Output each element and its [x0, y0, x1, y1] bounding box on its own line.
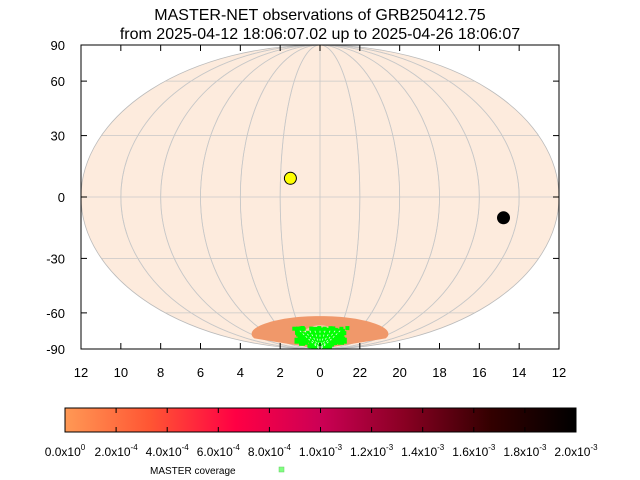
- coverage-field: [312, 343, 317, 348]
- coverage-field: [295, 331, 300, 335]
- coverage-field: [329, 342, 334, 347]
- coverage-field: [324, 336, 329, 341]
- coverage-ray: [320, 330, 341, 349]
- coverage-field: [333, 341, 338, 345]
- x-tick-label: 0: [316, 365, 323, 380]
- x-tick-label: 4: [237, 365, 244, 380]
- coverage-field: [310, 330, 315, 335]
- y-tick-label: 60: [51, 74, 65, 89]
- coverage-field: [311, 334, 315, 339]
- chart-title: MASTER-NET observations of GRB250412.75: [154, 7, 486, 24]
- x-tick-label: 12: [74, 365, 88, 380]
- coverage-field: [321, 327, 326, 332]
- colorbar-label: 1.6x10-3: [452, 443, 496, 459]
- y-tick-label: -30: [46, 251, 65, 266]
- coverage-field: [336, 330, 341, 335]
- coverage-field: [297, 330, 302, 334]
- coverage-ray: [309, 330, 320, 349]
- colorbar-label: 2.0x10-4: [95, 443, 139, 459]
- coverage-field: [305, 330, 310, 335]
- x-tick-label: 14: [512, 365, 526, 380]
- chart-subtitle: from 2025-04-12 18:06:07.02 up to 2025-0…: [119, 26, 521, 43]
- coverage-field: [336, 333, 343, 339]
- coverage-field: [321, 340, 326, 345]
- coverage-field: [334, 328, 338, 333]
- x-tick-label: 20: [392, 365, 406, 380]
- x-tick-label: 12: [552, 365, 566, 380]
- coverage-field: [322, 333, 327, 338]
- colorbar-label: 0.0x100: [45, 443, 86, 459]
- colorbar-label: 2.0x10-3: [554, 443, 598, 459]
- sun-position-point: [497, 211, 510, 225]
- coverage-field: [327, 338, 332, 343]
- coverage-field: [319, 344, 324, 349]
- colorbar-label: 6.0x10-4: [197, 443, 241, 459]
- grb-position-point: [283, 171, 297, 185]
- colorbar-label: 1.2x10-3: [350, 443, 394, 459]
- coverage-field: [325, 329, 330, 334]
- coverage-field: [325, 343, 330, 348]
- coverage-ray: [320, 330, 331, 349]
- coverage-field: [345, 326, 350, 331]
- y-tick-label: 0: [58, 190, 65, 205]
- y-tick-label: -60: [46, 306, 65, 321]
- coverage-field: [310, 326, 315, 331]
- x-tick-label: 10: [114, 365, 128, 380]
- coverage-field: [309, 338, 314, 343]
- coverage-field: [298, 326, 303, 331]
- coverage-field: [331, 326, 336, 331]
- y-tick-label: -90: [46, 342, 65, 357]
- coverage-ray: [314, 330, 321, 349]
- x-tick-label: 2: [277, 365, 284, 380]
- x-tick-label: 16: [472, 365, 486, 380]
- coverage-field: [332, 335, 337, 339]
- coverage-field: [340, 337, 347, 344]
- coverage-ray: [319, 330, 326, 349]
- coverage-field: [298, 334, 305, 341]
- legend-label: MASTER coverage: [150, 466, 236, 477]
- legend-swatch: [278, 466, 285, 473]
- x-tick-label: 8: [157, 365, 164, 380]
- coverage-field: [313, 328, 318, 333]
- coverage-field: [319, 328, 324, 333]
- coverage-field: [317, 339, 322, 344]
- coverage-rays: [299, 330, 341, 349]
- coverage-ray: [299, 330, 320, 349]
- coverage-field: [308, 344, 313, 349]
- coverage-field: [327, 333, 332, 338]
- y-tick-label: 90: [51, 38, 65, 53]
- coverage-field: [292, 326, 297, 331]
- colorbar-label: 1.8x10-3: [503, 443, 547, 459]
- colorbar-label: 1.0x10-3: [299, 443, 343, 459]
- x-tick-label: 18: [432, 365, 446, 380]
- coverage-field: [340, 328, 345, 333]
- y-tick-label: 30: [51, 129, 65, 144]
- x-tick-label: 6: [197, 365, 204, 380]
- colorbar-label: 4.0x10-4: [146, 443, 190, 459]
- coverage-field: [294, 337, 301, 344]
- coverage-field: [317, 326, 322, 331]
- x-tick-label: 22: [353, 365, 367, 380]
- coverage-field: [302, 334, 307, 339]
- coverage-field: [328, 330, 333, 335]
- coverage-field: [328, 326, 333, 331]
- coverage-field: [329, 334, 334, 339]
- coverage-field: [314, 342, 319, 347]
- colorbar-label: 8.0x10-4: [248, 443, 292, 459]
- coverage-field: [332, 331, 337, 336]
- colorbar-label: 1.4x10-3: [401, 443, 445, 459]
